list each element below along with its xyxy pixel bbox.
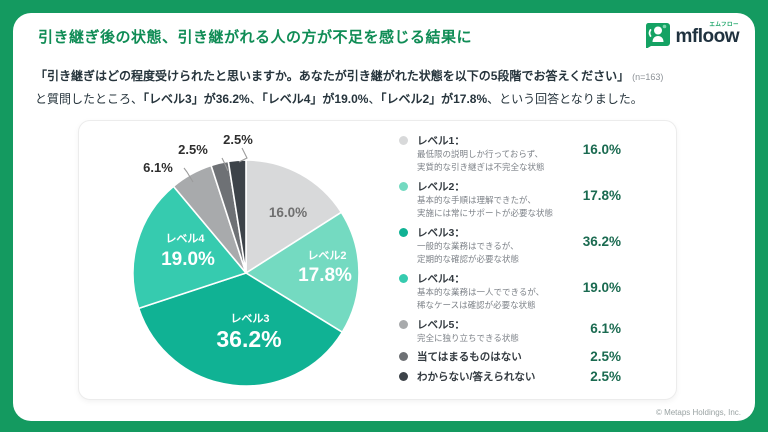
logo-text: mfloow — [675, 26, 740, 47]
pie-label: レベル3 — [230, 313, 269, 325]
legend-description: 完全に独り立ちできる状態 — [417, 333, 519, 343]
legend-percentage: 2.5% — [590, 349, 621, 364]
intro-line2-segment: 「レベル3」が36.2% — [143, 92, 250, 106]
sample-size-note: (n=163) — [632, 72, 664, 82]
legend-label: レベル3： — [417, 227, 465, 239]
legend-description: 実質的な引き継ぎは不完全な状態 — [417, 162, 545, 172]
chart-panel: 16.0% レベル2 17.8% レベル3 36.2% レベル4 19.0% 6.1% 2.5%… — [78, 120, 677, 400]
intro-line2-segment: 、 — [368, 92, 381, 106]
pie-label: 6.1% — [143, 160, 173, 175]
intro-line2-segment: 、という回答となりました。 — [487, 92, 643, 106]
legend-percentage: 17.8% — [582, 188, 621, 203]
legend-row: レベル3： 一般的な業務はできるが、 定期的な確認が必要な状態 36.2% — [399, 226, 621, 266]
legend-row: レベル1： 最低限の説明しか行っておらず、 実質的な引き継ぎは不完全な状態 16.0% — [399, 134, 621, 174]
legend-description: 実施には常にサポートが必要な状態 — [417, 208, 554, 218]
legend-percentage: 36.2% — [582, 234, 621, 249]
legend-dot — [399, 274, 408, 283]
legend-label: レベル4： — [417, 273, 465, 285]
pie-leader-line — [183, 167, 194, 183]
logo-furigana: エムフロー — [709, 22, 739, 28]
legend-description: 稀なケースは確認が必要な状態 — [417, 300, 536, 310]
legend-percentage: 6.1% — [590, 321, 621, 336]
intro-line2-segment: 、 — [249, 92, 262, 106]
legend-row: 当てはまるものはない 2.5% — [399, 349, 621, 364]
legend-row: レベル5： 完全に独り立ちできる状態 6.1% — [399, 318, 621, 345]
intro-line1: 「引き継ぎはどの程度受けられたと思いますか。あなたが引き継がれた状態を以下の5段… — [35, 65, 755, 88]
intro-text: 「引き継ぎはどの程度受けられたと思いますか。あなたが引き継がれた状態を以下の5段… — [35, 65, 755, 110]
intro-question: 「引き継ぎはどの程度受けられたと思いますか。あなたが引き継がれた状態を以下の5段… — [35, 69, 630, 83]
pie-label: 2.5% — [223, 132, 253, 147]
chart-legend: レベル1： 最低限の説明しか行っておらず、 実質的な引き継ぎは不完全な状態 16.0%… — [399, 134, 621, 390]
pie-label: レベル2 — [307, 250, 346, 262]
pie-slice-3 — [137, 272, 344, 387]
legend-description: 基本的な業務は一人でできるが、 — [417, 287, 545, 297]
pie-label: 16.0% — [269, 205, 307, 220]
pie-slice-1 — [245, 159, 343, 274]
legend-dot — [399, 372, 408, 381]
intro-line2-segment: 「レベル2」が17.8% — [380, 92, 488, 106]
legend-label: わからない/答えられない — [417, 371, 536, 383]
pie-leader-line — [221, 157, 229, 172]
legend-description: 基本的な手順は理解できたが、 — [417, 195, 536, 205]
pie-label: レベル4 — [165, 233, 205, 245]
legend-percentage: 19.0% — [582, 280, 621, 295]
legend-label: レベル1： — [417, 135, 465, 147]
legend-label: 当てはまるものはない — [417, 351, 522, 363]
legend-description: 一般的な業務はできるが、 — [417, 241, 519, 251]
pie-slice-7 — [227, 159, 247, 274]
legend-dot — [399, 228, 408, 237]
intro-line2-segment: と質問したところ、 — [35, 92, 144, 106]
logo-icon — [645, 22, 670, 48]
pie-slice-2 — [245, 211, 360, 333]
legend-description: 最低限の説明しか行っておらず、 — [417, 149, 544, 159]
pie-label: 2.5% — [178, 142, 208, 157]
intro-line2: と質問したところ、「レベル3」が36.2%、「レベル4」が19.0%、「レベル2… — [35, 88, 755, 110]
legend-percentage: 2.5% — [590, 369, 621, 384]
pie-label: 17.8% — [298, 265, 352, 286]
footer-copyright: © Metaps Holdings, Inc. — [655, 408, 741, 417]
page-title: 引き継ぎ後の状態、引き継がれる人の方が不足を感じる結果に — [38, 29, 473, 46]
logo-wordmark: エムフロー mfloow — [676, 20, 740, 48]
legend-row: わからない/答えられない 2.5% — [399, 369, 621, 384]
legend-percentage: 16.0% — [582, 142, 621, 157]
legend-label: レベル2： — [417, 181, 465, 193]
legend-dot — [399, 352, 408, 361]
legend-description: 定期的な確認が必要な状態 — [417, 254, 520, 264]
legend-dot — [399, 320, 408, 329]
pie-leader-line — [238, 147, 248, 163]
pie-label: 19.0% — [161, 249, 215, 270]
legend-label: レベル5： — [417, 319, 465, 331]
legend-row: レベル4： 基本的な業務は一人でできるが、 稀なケースは確認が必要な状態 19.0% — [399, 272, 621, 312]
slide-card: 引き継ぎ後の状態、引き継がれる人の方が不足を感じる結果に エムフロー mfloo… — [13, 13, 755, 421]
pie-label: 36.2% — [216, 326, 281, 352]
mfloow-logo: エムフロー mfloow — [644, 20, 740, 48]
intro-line2-segment: 「レベル4」が19.0% — [261, 92, 369, 106]
pie-slice-4 — [132, 185, 247, 310]
legend-row: レベル2： 基本的な手順は理解できたが、実施には常にサポートが必要な状態 17.8% — [399, 180, 621, 220]
legend-dot — [399, 136, 408, 145]
legend-dot — [399, 182, 408, 191]
